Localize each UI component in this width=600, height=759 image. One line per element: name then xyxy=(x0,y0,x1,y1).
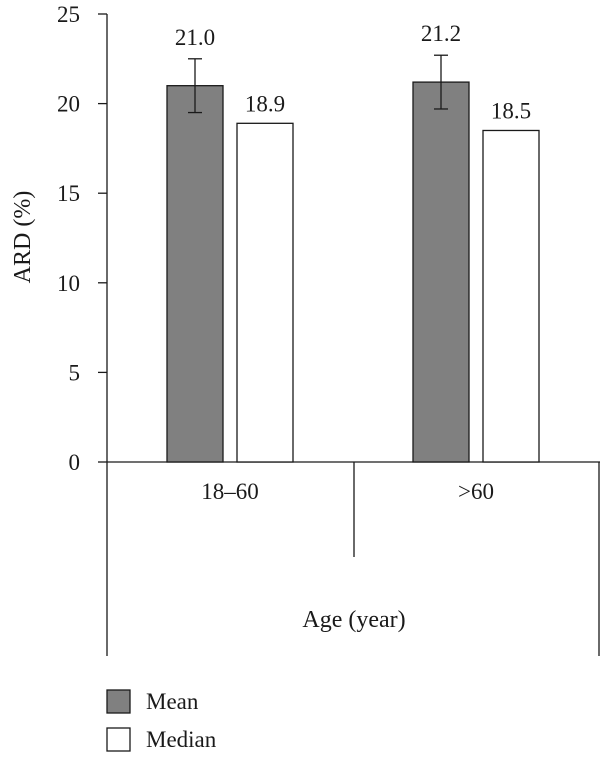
legend: Mean Median xyxy=(106,689,217,752)
bar-mean-1 xyxy=(166,85,224,463)
x-axis-title: Age (year) xyxy=(302,607,405,633)
y-tick-label: 0 xyxy=(69,450,81,475)
y-tick-label: 20 xyxy=(57,92,80,117)
data-label: 18.9 xyxy=(245,91,285,116)
x-category-label: >60 xyxy=(458,479,494,504)
x-category-label: 18–60 xyxy=(201,479,259,504)
data-label: 21.0 xyxy=(175,25,215,50)
y-axis-title: ARD (%) xyxy=(10,191,36,284)
legend-label-median: Median xyxy=(146,727,217,752)
legend-swatch-mean xyxy=(106,689,131,714)
data-label: 21.2 xyxy=(421,21,461,46)
plot-area: 0 5 10 15 20 25 18–60 >60 21.0 21.2 18.9 18.5 xyxy=(57,2,600,656)
y-tick-label: 25 xyxy=(57,2,80,27)
bar-median-1 xyxy=(236,122,294,463)
legend-label-mean: Mean xyxy=(146,689,199,714)
bar-median-2 xyxy=(482,129,540,463)
legend-swatch-median xyxy=(106,727,131,752)
data-label: 18.5 xyxy=(491,98,531,123)
y-tick-label: 10 xyxy=(57,271,80,296)
y-tick-label: 5 xyxy=(69,360,81,385)
bar-mean-2 xyxy=(412,81,470,463)
y-tick-label: 15 xyxy=(57,181,80,206)
